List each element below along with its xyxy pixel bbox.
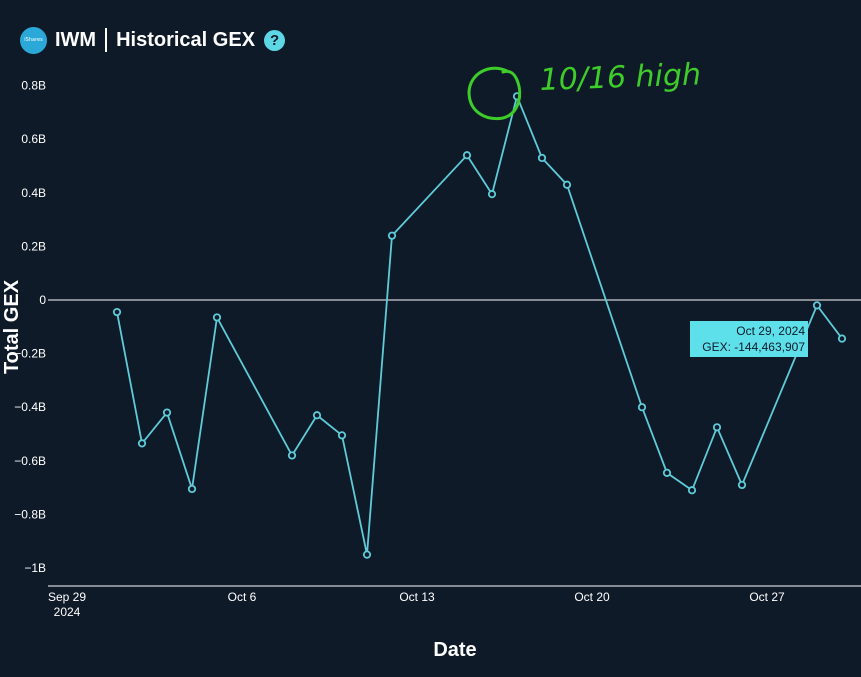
data-point: [362, 550, 372, 559]
data-point: [112, 307, 122, 317]
y-tick-label: −1B: [24, 561, 46, 575]
title-divider: [105, 28, 108, 52]
annotation-10-16-high: 10/16 high: [467, 57, 702, 121]
x-tick-label: Oct 27: [749, 590, 785, 604]
gex-line: [116, 93, 843, 555]
data-point: [337, 431, 347, 440]
data-point: [812, 301, 822, 310]
tooltip-date: Oct 29, 2024: [736, 324, 805, 338]
annotation-text: 10/16 high: [539, 57, 702, 98]
x-tick-label: Oct 6: [228, 590, 257, 604]
y-tick-label: 0.6B: [21, 132, 46, 146]
chart-header: iShares IWM Historical GEX ?: [20, 24, 286, 56]
data-point: [462, 151, 472, 160]
x-axis-title: Date: [433, 639, 476, 661]
ticker-symbol: IWM: [55, 28, 97, 51]
y-axis-title: Total GEX: [1, 279, 23, 374]
data-point: [712, 423, 722, 432]
data-point: [387, 231, 397, 240]
y-tick-label: −0.4B: [14, 400, 46, 414]
data-point: [662, 468, 672, 477]
tooltip-value: GEX: -144,463,907: [702, 340, 805, 354]
data-point: [212, 313, 222, 322]
data-point: [487, 190, 497, 199]
ishares-logo: iShares: [20, 26, 47, 54]
annotation-circle: [467, 66, 522, 121]
data-point: [837, 334, 847, 343]
data-point: [137, 439, 147, 448]
y-tick-label: 0.8B: [21, 79, 46, 93]
chart-title: Historical GEX: [116, 28, 256, 51]
data-point: [737, 480, 747, 490]
data-point: [537, 153, 547, 163]
y-tick-label: −0.2B: [14, 347, 46, 361]
data-point: [162, 408, 172, 417]
gex-series: [112, 92, 847, 559]
y-tick-label: −0.8B: [14, 507, 46, 521]
data-point: [687, 486, 697, 495]
data-point: [637, 403, 647, 412]
help-button[interactable]: ?: [264, 29, 286, 51]
y-axis: 0.8B 0.6B 0.4B 0.2B 0 −0.2B −0.4B −0.6B −0.8B −1B: [14, 79, 46, 575]
hover-tooltip: Oct 29, 2024 GEX: -144,463,907: [690, 321, 808, 357]
y-tick-label: 0: [39, 293, 46, 307]
x-tick-label: Sep 29 2024: [48, 590, 86, 619]
y-tick-label: 0.2B: [21, 239, 46, 253]
data-point: [187, 484, 197, 494]
y-tick-label: 0.4B: [21, 186, 46, 200]
data-point: [287, 451, 297, 460]
x-tick-label: Oct 20: [574, 590, 610, 604]
y-tick-label: −0.6B: [14, 454, 46, 468]
x-axis: Sep 29 2024 Oct 6 Oct 13 Oct 20 Oct 27: [48, 590, 785, 619]
x-tick-label: Oct 13: [399, 590, 435, 604]
data-point: [562, 180, 572, 189]
data-point: [312, 411, 322, 420]
